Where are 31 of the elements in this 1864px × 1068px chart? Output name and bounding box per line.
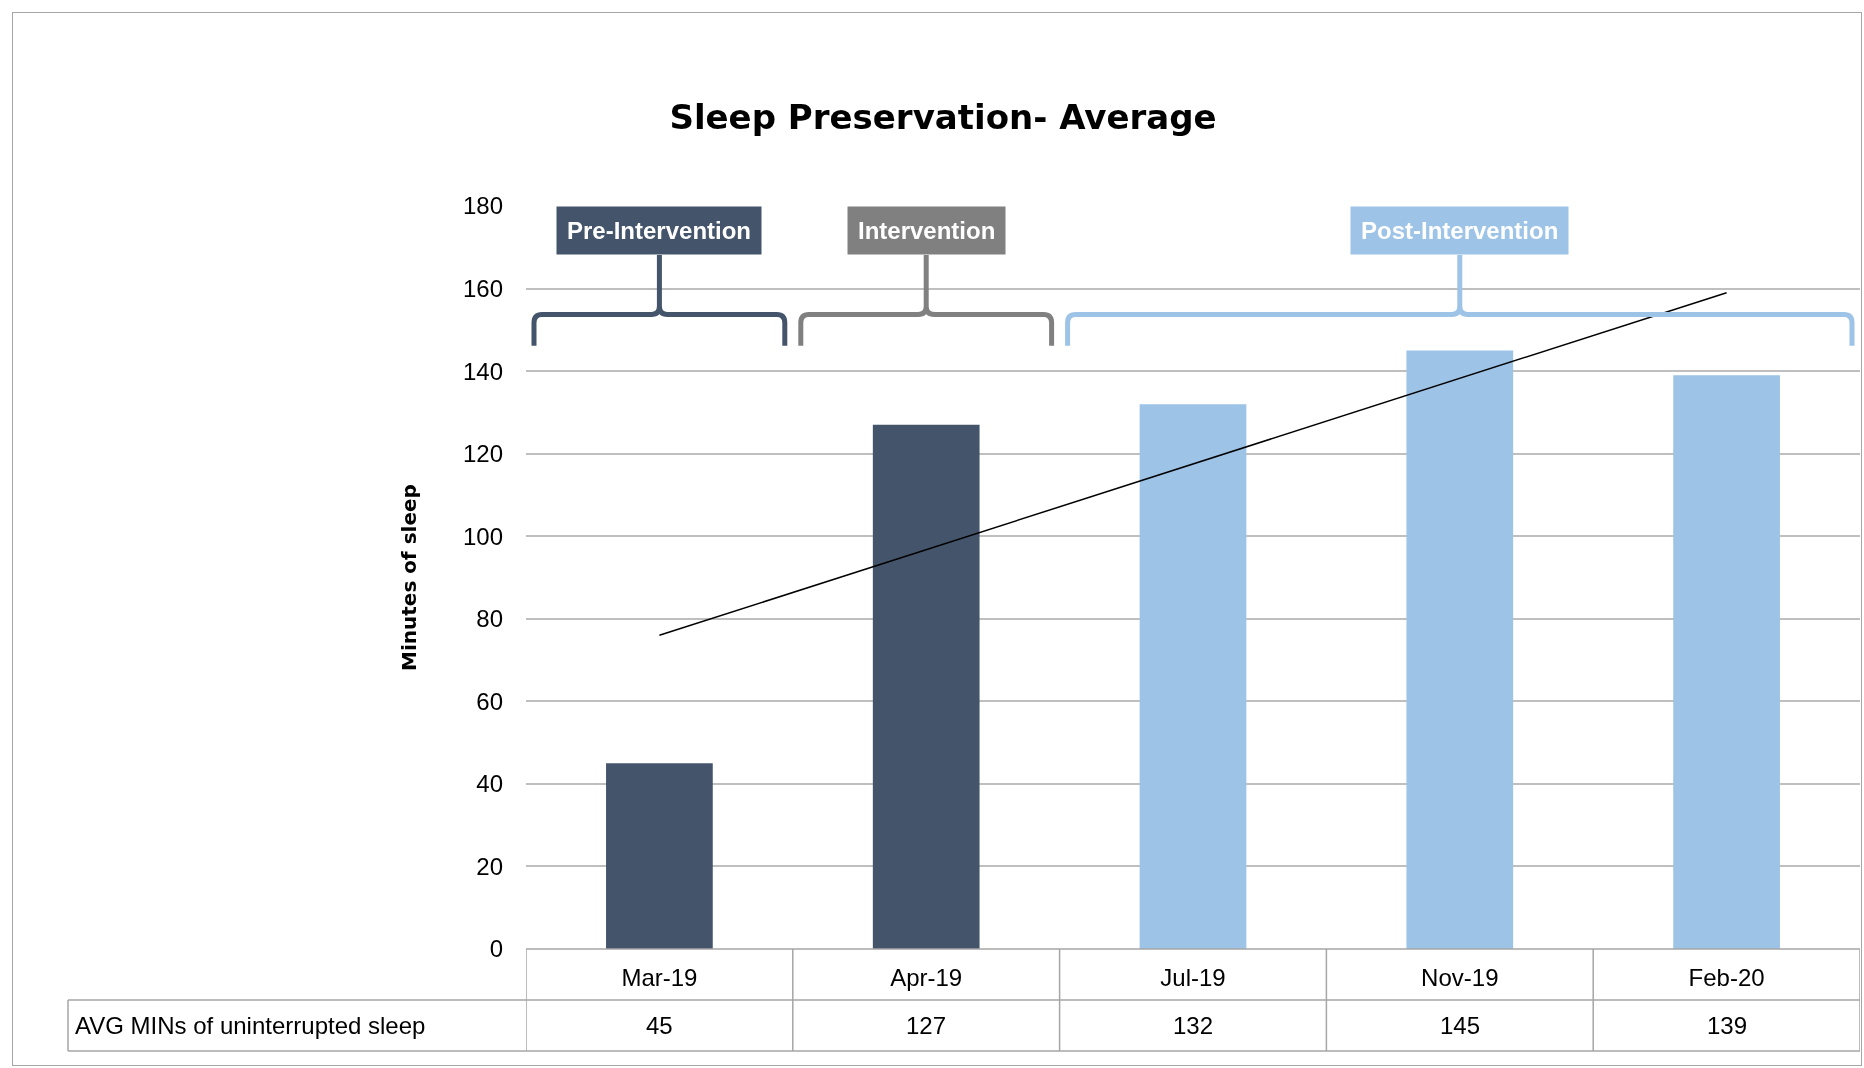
text: AVG MINs of uninterrupted sleep bbox=[75, 1012, 426, 1039]
chart-title: Sleep Preservation- Average bbox=[669, 96, 1217, 137]
y-tick-label: 80 bbox=[476, 605, 503, 633]
y-axis-title: Minutes of sleep bbox=[397, 484, 422, 671]
y-tick-label: 100 bbox=[462, 522, 503, 550]
data-label: 127 bbox=[906, 1012, 947, 1039]
x-tick-label: Apr-19 bbox=[890, 964, 963, 991]
x-tick-label: Feb-20 bbox=[1688, 964, 1765, 991]
y-tick-label: 20 bbox=[476, 852, 503, 880]
bar bbox=[1406, 350, 1514, 949]
y-tick-label: 40 bbox=[476, 770, 503, 798]
x-tick-label: Mar-19 bbox=[621, 964, 698, 991]
annotation: Post-Intervention bbox=[1361, 217, 1559, 244]
data-label: 45 bbox=[646, 1012, 673, 1039]
bar bbox=[606, 763, 713, 949]
y-tick-label: 160 bbox=[462, 274, 503, 302]
x-tick-label: Nov-19 bbox=[1421, 964, 1499, 991]
bar bbox=[872, 424, 980, 949]
annotation: Intervention bbox=[858, 217, 996, 244]
bar bbox=[1673, 375, 1780, 949]
y-tick-label: 120 bbox=[462, 440, 503, 468]
data-label: 139 bbox=[1707, 1012, 1748, 1039]
annotation: Pre-Intervention bbox=[567, 217, 752, 244]
y-tick-label: 180 bbox=[462, 192, 503, 220]
y-tick-label: 0 bbox=[489, 935, 503, 963]
y-tick-label: 60 bbox=[476, 687, 503, 715]
y-tick-label: 140 bbox=[462, 357, 503, 385]
data-label: 132 bbox=[1173, 1012, 1214, 1039]
bar bbox=[1139, 404, 1247, 949]
x-tick-label: Jul-19 bbox=[1160, 964, 1226, 991]
data-label: 145 bbox=[1440, 1012, 1481, 1039]
